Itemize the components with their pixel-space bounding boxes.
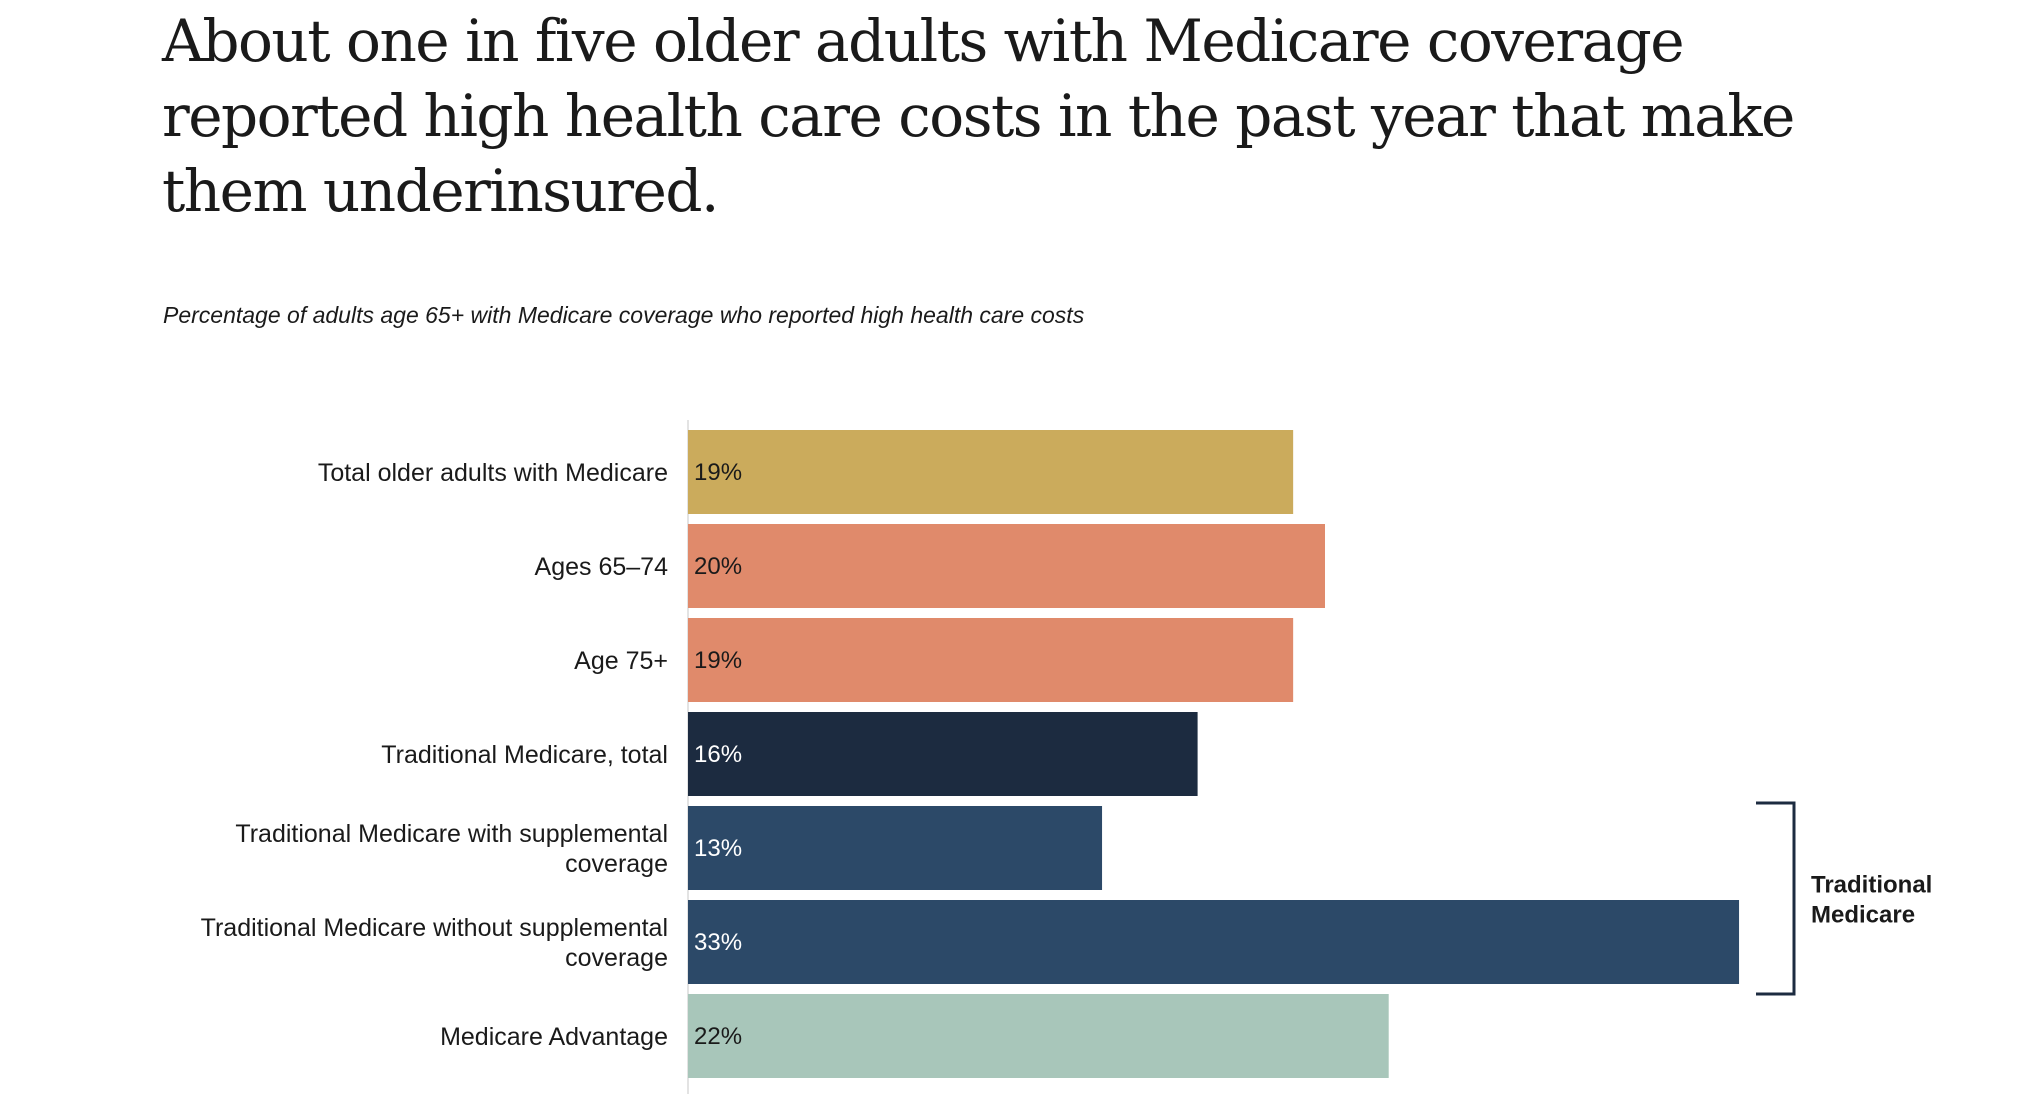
bar-row: Age 75+ 19% (574, 618, 1294, 702)
bar (688, 712, 1198, 796)
value-label: 22% (694, 1023, 742, 1050)
value-label: 19% (694, 647, 742, 674)
value-label: 20% (694, 553, 742, 580)
category-label: Ages 65–74 (535, 553, 669, 581)
category-label: Traditional Medicare with supplemental co… (235, 820, 668, 878)
bar-row: Ages 65–74 20% (535, 524, 1325, 608)
category-label: Traditional Medicare, total (381, 741, 668, 769)
category-label: Total older adults with Medicare (318, 459, 668, 487)
value-label: 16% (694, 741, 742, 768)
bar (688, 806, 1103, 890)
value-label: 19% (694, 459, 742, 486)
bar-row: Total older adults with Medicare 19% (318, 430, 1294, 514)
bar-row: Medicare Advantage 22% (440, 994, 1389, 1078)
bar (688, 618, 1294, 702)
category-label: Traditional Medicare without supplementa… (201, 914, 668, 972)
category-label: Medicare Advantage (440, 1023, 668, 1051)
bar (688, 524, 1325, 608)
bracket-label: Traditional Medicare (1811, 872, 1932, 929)
value-label: 33% (694, 929, 742, 956)
category-label: Age 75+ (574, 647, 668, 675)
bar (688, 430, 1294, 514)
value-label: 13% (694, 835, 742, 862)
chart-title: About one in five older adults with Medi… (162, 7, 1795, 225)
bar-row: Traditional Medicare with supplemental co… (235, 806, 1103, 890)
bar (688, 994, 1389, 1078)
bar (688, 900, 1740, 984)
bar-row: Traditional Medicare without supplementa… (201, 900, 1740, 984)
chart-subtitle: Percentage of adults age 65+ with Medica… (163, 302, 1085, 328)
bracket-annotation (1756, 801, 1796, 996)
bar-row: Traditional Medicare, total 16% (381, 712, 1198, 796)
